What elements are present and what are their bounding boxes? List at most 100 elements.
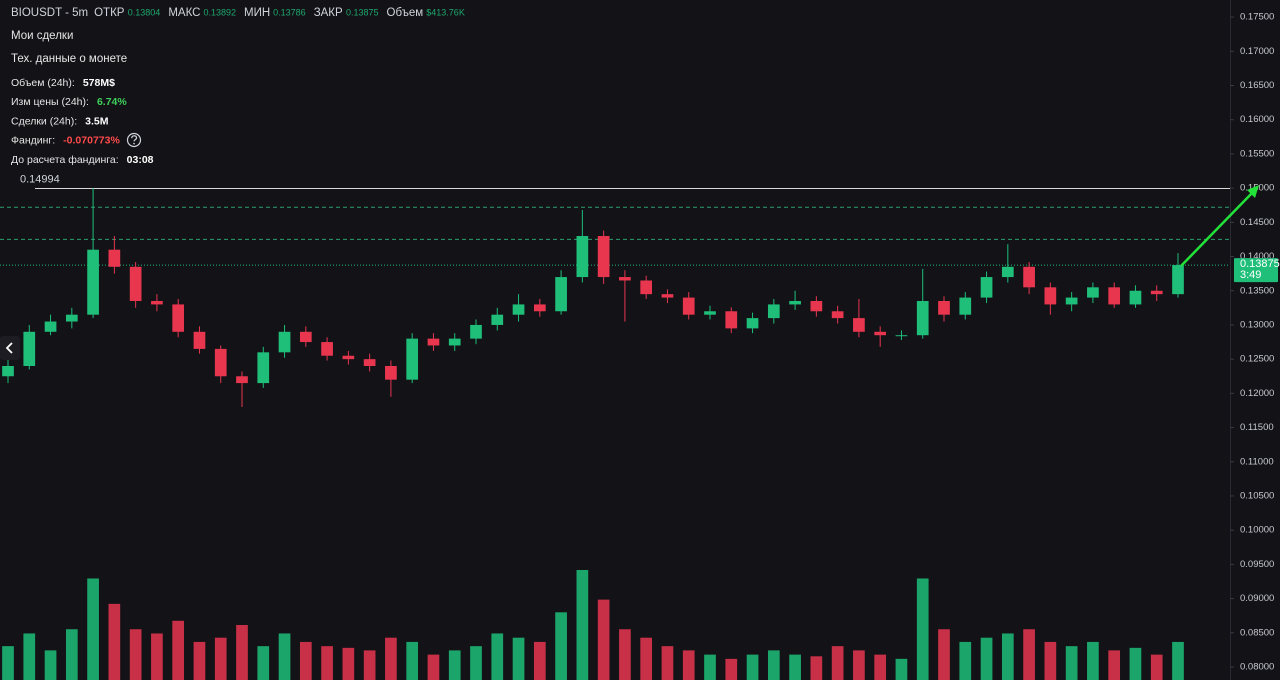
candle-body	[767, 304, 780, 319]
volume-bar	[1023, 629, 1035, 680]
menu-item[interactable]: Мои сделки	[11, 30, 73, 42]
candle-body	[385, 365, 397, 380]
candle-body	[831, 311, 844, 319]
annotation-arrow	[1180, 185, 1259, 267]
candle-body	[278, 331, 291, 353]
volume-bar	[746, 654, 759, 680]
stat-label: До расчета фандинга:	[11, 154, 119, 166]
y-tick-label: 0.17500	[1240, 12, 1274, 23]
volume-bar	[916, 578, 929, 680]
volume-bar	[853, 650, 865, 680]
volume-bar	[385, 637, 397, 680]
volume-bar	[661, 646, 674, 680]
volume-bar	[342, 647, 355, 680]
candle-body	[214, 348, 227, 377]
candle-body	[491, 314, 504, 325]
menu-item[interactable]: Тех. данные о монете	[11, 53, 127, 65]
volume-bar	[704, 654, 716, 680]
scroll-left-button[interactable]	[0, 336, 20, 360]
candle-body	[129, 266, 142, 302]
y-tick-label: 0.11500	[1240, 422, 1274, 433]
candle-body	[640, 280, 653, 295]
candle-body	[619, 277, 631, 281]
y-tick-label: 0.14500	[1240, 217, 1274, 228]
field-value: 0.13892	[203, 7, 236, 17]
volume-bar	[2, 646, 14, 680]
volume-bar	[151, 633, 163, 680]
candle-body	[172, 304, 185, 332]
candle-body	[980, 277, 993, 298]
candle-body	[597, 236, 610, 278]
candle-body	[448, 338, 461, 346]
volume-bar	[1001, 633, 1014, 680]
volume-bar	[299, 641, 312, 680]
y-tick-label: 0.12000	[1240, 388, 1274, 399]
candle-body	[427, 338, 440, 346]
volume-bar	[597, 599, 610, 680]
stat-value: -0.070773%	[63, 135, 120, 147]
volume-bar	[257, 646, 270, 680]
stat-label: Объем (24h):	[11, 77, 75, 89]
volume-bar	[619, 629, 631, 680]
y-tick-label: 0.11000	[1240, 456, 1274, 467]
volume-bar	[321, 646, 333, 680]
field-value: 0.13804	[128, 7, 161, 17]
y-tick-label: 0.09500	[1240, 559, 1274, 570]
volume-bar	[129, 629, 142, 680]
volume-bar	[1150, 654, 1163, 680]
volume-bar	[363, 650, 376, 680]
y-tick-label: 0.16500	[1240, 80, 1274, 91]
y-tick-label: 0.08500	[1240, 627, 1274, 638]
volume-bar	[1065, 646, 1078, 680]
ohlc-fields: ОТКР 0.13804 МАКС 0.13892 МИН 0.13786 ЗАКР 0.13…	[94, 7, 465, 19]
volume-bar	[1172, 641, 1184, 680]
candle-body	[87, 249, 99, 315]
candle-body	[810, 301, 823, 312]
candle-body	[257, 352, 270, 384]
candle-body	[151, 301, 163, 305]
volume-bar	[448, 650, 461, 680]
volume-bar	[491, 633, 504, 680]
volume-bar	[980, 637, 993, 680]
level-label: 0.14994	[20, 173, 60, 185]
y-tick-label: 0.15500	[1240, 148, 1274, 159]
volume-bar	[44, 650, 57, 680]
volume-bar	[810, 656, 823, 680]
field-label: Объем	[387, 7, 424, 19]
field-value: $413.76K	[426, 7, 465, 17]
volume-bar	[831, 646, 844, 680]
volume-bar	[895, 658, 908, 680]
candle-body	[938, 301, 950, 315]
candle-body	[470, 324, 482, 339]
candle-body	[321, 342, 333, 356]
volume-bar	[427, 654, 440, 680]
volume-bar	[87, 578, 99, 680]
volume-bar	[23, 633, 36, 680]
price-tag-countdown: 3:49	[1240, 269, 1261, 281]
candle-body	[1172, 265, 1184, 295]
candle-body	[1150, 290, 1163, 295]
volume-bar	[172, 620, 185, 680]
volume-bar	[1087, 641, 1099, 680]
y-tick-label: 0.13500	[1240, 285, 1274, 296]
help-icon[interactable]	[126, 132, 142, 148]
candle-body	[746, 318, 759, 329]
candle-body	[874, 331, 887, 336]
candle-body	[1001, 266, 1014, 278]
volume-bar	[874, 654, 887, 680]
y-tick-label: 0.10000	[1240, 525, 1274, 536]
candle-body	[725, 311, 738, 329]
candle-body	[916, 301, 929, 336]
candle-body	[533, 304, 546, 312]
y-tick-label: 0.12500	[1240, 354, 1274, 365]
y-tick-label: 0.16000	[1240, 114, 1274, 125]
volume-bar	[1129, 647, 1142, 680]
candle-body	[406, 338, 419, 380]
y-tick-label: 0.08000	[1240, 662, 1274, 673]
volume-bar	[406, 641, 419, 680]
y-tick-label: 0.10500	[1240, 490, 1274, 501]
field-label: ЗАКР	[314, 7, 343, 19]
candle-body	[236, 376, 248, 384]
volume-bar	[725, 658, 738, 680]
